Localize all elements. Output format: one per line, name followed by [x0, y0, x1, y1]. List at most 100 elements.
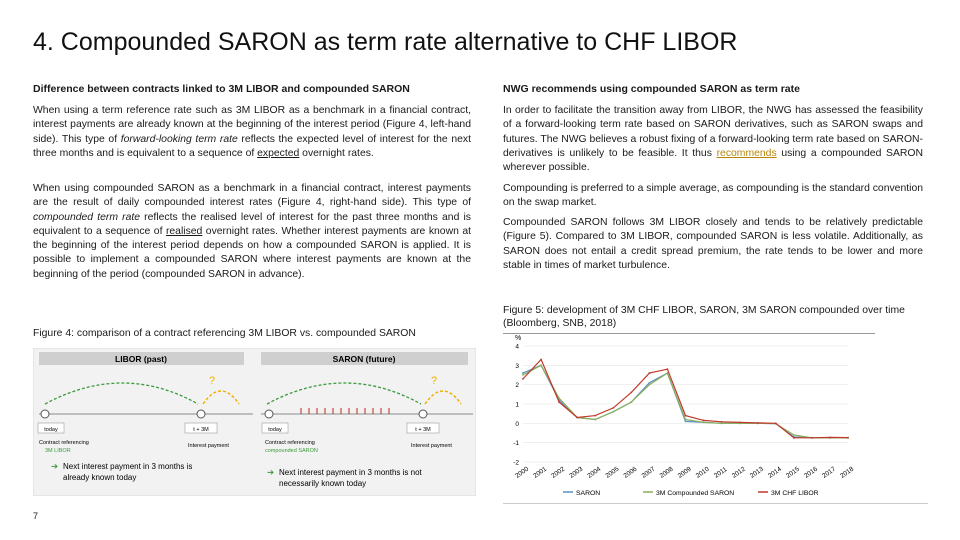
data-point [648, 383, 651, 386]
data-point [594, 414, 597, 417]
right-paragraph-2: Compounding is preferred to a simple ave… [503, 183, 923, 209]
data-point [630, 401, 633, 403]
fig4-right-pay: Interest payment [411, 443, 452, 449]
fig4-right-ref-1: Contract referencing [265, 440, 315, 446]
fig4-right-question: ? [431, 375, 437, 387]
page-number: 7 [33, 511, 39, 521]
x-tick-label: 2004 [586, 466, 602, 480]
x-tick-label: 2006 [623, 466, 639, 480]
y-tick-label: 1 [515, 402, 519, 409]
y-tick-label: -1 [513, 440, 519, 447]
page-title: 4. Compounded SARON as term rate alterna… [33, 28, 738, 56]
data-point [756, 422, 759, 424]
data-point [792, 434, 795, 436]
fig4-left-title: LIBOR (past) [115, 354, 167, 364]
fig4-left-today: today [44, 427, 58, 433]
data-point [774, 422, 777, 425]
data-point [792, 436, 795, 439]
data-point [594, 418, 597, 421]
y-tick-label: 0 [515, 421, 519, 428]
y-axis-label: % [515, 335, 521, 342]
fig4-left-ref-1: Contract referencing [39, 440, 89, 446]
data-point [612, 406, 615, 409]
recommends-link[interactable]: recommends [716, 147, 777, 159]
x-tick-label: 2016 [803, 466, 819, 480]
fig4-left-note-1: Next interest payment in 3 months is [63, 462, 192, 471]
fig4-right-note-1: Next interest payment in 3 months is not [279, 468, 423, 477]
data-point [558, 397, 561, 400]
fig4-left-pay: Interest payment [188, 443, 229, 449]
x-tick-label: 2001 [532, 466, 548, 480]
legend-label: 3M CHF LIBOR [771, 490, 819, 497]
x-tick-label: 2005 [604, 466, 620, 480]
right-heading: NWG recommends using compounded SARON as… [503, 83, 800, 95]
data-point [666, 372, 669, 374]
x-tick-label: 2012 [731, 466, 747, 480]
data-point [720, 422, 723, 425]
x-tick-label: 2003 [568, 466, 584, 480]
x-tick-label: 2007 [641, 466, 657, 480]
x-tick-label: 2008 [659, 466, 675, 480]
y-tick-label: 4 [515, 344, 519, 351]
series-line-saron [522, 364, 848, 439]
data-point [702, 421, 705, 424]
y-tick-label: -2 [513, 460, 519, 467]
fig4-left-ref-2: 3M LIBOR [45, 448, 71, 454]
data-point [630, 391, 633, 394]
x-tick-label: 2002 [550, 466, 566, 480]
x-tick-label: 2018 [839, 466, 855, 480]
x-tick-label: 2015 [785, 466, 801, 480]
fig4-left-question: ? [209, 375, 215, 387]
data-point [522, 377, 524, 380]
figure-5-top-rule [503, 333, 875, 334]
data-point [522, 372, 524, 374]
data-point [666, 368, 669, 371]
data-point [648, 372, 651, 374]
svg-text:➔: ➔ [51, 461, 59, 471]
series-line-3m-chf-libor [522, 358, 849, 439]
right-paragraph-1: In order to facilitate the transition aw… [503, 105, 923, 174]
data-point [540, 364, 542, 367]
data-point [847, 436, 849, 439]
fig4-right-t3m: t + 3M [415, 427, 431, 433]
fig4-right-title: SARON (future) [333, 354, 396, 364]
data-point [558, 401, 561, 403]
x-tick-label: 2013 [749, 466, 765, 480]
data-point [540, 358, 542, 361]
figure-4-caption: Figure 4: comparison of a contract refer… [33, 328, 416, 339]
fig4-right-header [261, 352, 468, 365]
x-tick-label: 2011 [713, 466, 729, 480]
data-point [648, 381, 651, 384]
fig4-left-note-2: already known today [63, 473, 136, 482]
legend-label: 3M Compounded SARON [656, 490, 734, 497]
data-point [810, 436, 813, 439]
figure-5-bottom-rule [503, 503, 928, 504]
y-tick-label: 3 [515, 363, 519, 370]
left-paragraph-1: When using a term reference rate such as… [33, 105, 471, 159]
data-point [738, 421, 741, 424]
y-tick-label: 2 [515, 382, 519, 389]
fig4-right-note-2: necessarily known today [279, 479, 366, 488]
series-line-3m-compounded-saron [522, 364, 848, 439]
data-point [720, 420, 723, 423]
data-point [612, 410, 615, 413]
fig4-left-t3m: t + 3M [193, 427, 209, 433]
x-tick-label: 2014 [767, 466, 783, 480]
data-point [829, 436, 831, 439]
data-point [684, 420, 687, 423]
data-point [702, 419, 705, 422]
fig4-left-header [39, 352, 244, 365]
data-point [522, 374, 524, 376]
left-paragraph-2: When using compounded SARON as a benchma… [33, 183, 471, 280]
legend-label: SARON [576, 490, 600, 497]
x-tick-label: 2009 [677, 466, 693, 480]
x-tick-label: 2017 [821, 466, 837, 480]
right-paragraph-3: Compounded SARON follows 3M LIBOR closel… [503, 217, 923, 271]
fig4-right-ref-2: compounded SARON [265, 448, 318, 454]
figure-4-diagram: LIBOR (past) ? today t + 3M Contract ref… [33, 348, 476, 496]
fig4-right-today: today [268, 427, 282, 433]
data-point [684, 414, 687, 417]
data-point [576, 416, 579, 419]
left-heading: Difference between contracts linked to 3… [33, 83, 410, 95]
